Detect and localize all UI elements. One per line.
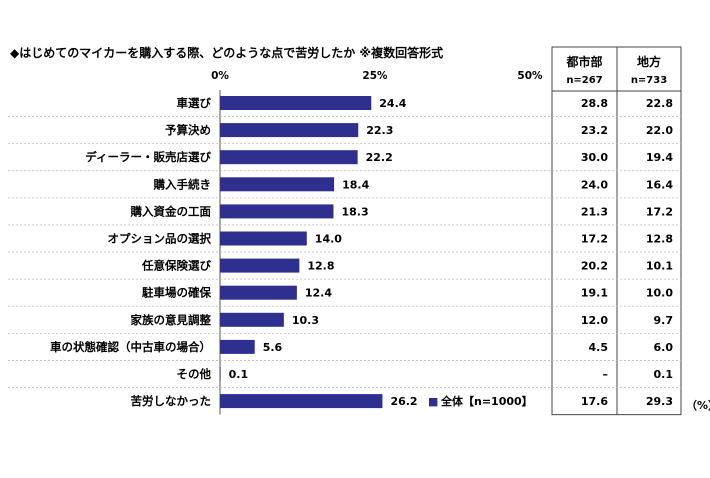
table-cell: 19.4 [646, 151, 673, 164]
table-cell: 20.2 [581, 260, 608, 273]
bar [220, 204, 334, 219]
x-tick-label: 0% [211, 70, 229, 82]
bar-value-label: 0.1 [229, 368, 249, 381]
bar-value-label: 18.3 [341, 205, 368, 218]
table-column-n: n=267 [566, 75, 602, 86]
category-label: 購入手続き [153, 177, 212, 191]
table-cell: 12.0 [581, 314, 608, 327]
legend-marker: ■ [428, 395, 438, 408]
bar-value-label: 12.8 [307, 260, 334, 273]
category-label: 家族の意見調整 [131, 313, 212, 327]
bar-value-label: 12.4 [305, 287, 332, 300]
table-cell: 22.0 [646, 124, 673, 137]
table-column-header: 地方 [637, 54, 661, 69]
category-label: 駐車場の確保 [142, 286, 211, 300]
table-cell: 6.0 [654, 341, 674, 354]
table-cell: 9.7 [654, 314, 674, 327]
table-column-header: 都市部 [565, 54, 602, 69]
category-label: その他 [177, 367, 212, 381]
bar [220, 367, 221, 381]
table-cell: 24.0 [581, 178, 608, 191]
category-label: 車の状態確認（中古車の場合） [50, 340, 211, 354]
bar [220, 123, 359, 138]
unit-label: （%） [686, 399, 710, 412]
chart-title: ◆はじめてのマイカーを購入する際、どのような点で苦労したか ※複数回答形式 [10, 45, 443, 60]
category-label: 苦労しなかった [131, 394, 212, 408]
x-tick-label: 50% [517, 70, 543, 82]
table-cell: 29.3 [646, 395, 673, 408]
table-cell: 0.1 [654, 368, 674, 381]
table-cell: 21.3 [581, 205, 608, 218]
bar-value-label: 14.0 [315, 233, 342, 246]
category-label: 任意保険選び [141, 259, 211, 273]
legend-label: 全体【n=1000】 [440, 394, 533, 408]
table-cell: 30.0 [581, 151, 608, 164]
bar-value-label: 22.2 [366, 151, 393, 164]
table-cell: 4.5 [589, 341, 609, 354]
x-tick-label: 25% [362, 70, 388, 82]
bar [220, 312, 284, 327]
bar-value-label: 26.2 [390, 395, 417, 408]
category-label: オプション品の選択 [108, 232, 212, 246]
bar [220, 150, 358, 165]
bar [220, 96, 372, 110]
bar [220, 177, 335, 192]
table-cell: 22.8 [646, 97, 673, 110]
table-cell: 16.4 [646, 178, 673, 191]
table-cell: 17.6 [581, 395, 608, 408]
table-cell: 23.2 [581, 124, 608, 137]
bar [220, 339, 255, 354]
bar-value-label: 18.4 [342, 178, 369, 191]
bar [220, 258, 300, 273]
table-column-n: n=733 [631, 75, 667, 86]
bar [220, 285, 297, 300]
category-label: ディーラー・販売店選び [85, 150, 211, 164]
table-cell: 10.1 [646, 260, 673, 273]
bar-value-label: 22.3 [366, 124, 393, 137]
bar-value-label: 5.6 [263, 341, 283, 354]
bar-value-label: 10.3 [292, 314, 319, 327]
table-cell: 17.2 [581, 233, 608, 246]
bar [220, 394, 383, 409]
table-cell: 17.2 [646, 205, 673, 218]
category-label: 予算決め [165, 123, 211, 137]
bar-value-label: 24.4 [379, 97, 406, 110]
table-cell: – [603, 368, 609, 381]
table-cell: 12.8 [646, 233, 673, 246]
table-cell: 28.8 [581, 97, 608, 110]
table-cell: 19.1 [581, 287, 608, 300]
bar [220, 231, 307, 246]
category-label: 購入資金の工面 [130, 204, 212, 218]
table-cell: 10.0 [646, 287, 673, 300]
category-label: 車選び [177, 96, 212, 110]
